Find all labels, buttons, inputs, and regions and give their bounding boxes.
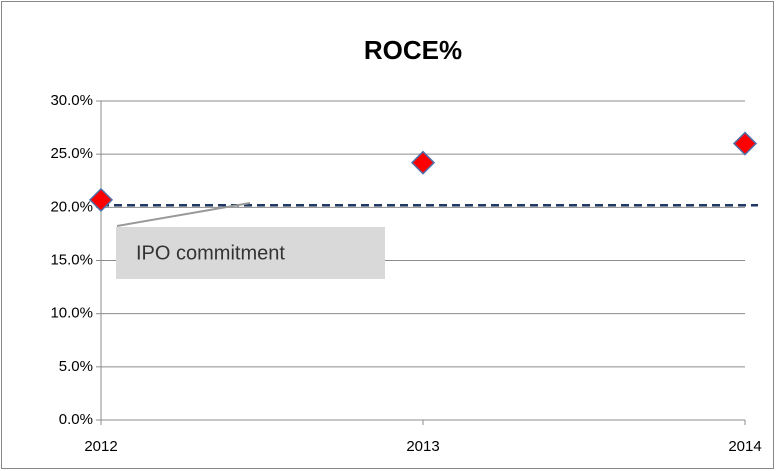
marker <box>732 131 758 156</box>
annotation-box <box>116 227 385 279</box>
x-tick-label: 2012 <box>84 438 117 455</box>
y-tick-label: 5.0% <box>59 358 93 375</box>
annotation-leader <box>116 202 251 227</box>
y-tick-label: 25.0% <box>50 145 93 162</box>
x-tick-label: 2013 <box>406 438 439 455</box>
y-tick-label: 10.0% <box>50 305 93 322</box>
y-tick-label: 20.0% <box>50 198 93 215</box>
marker <box>410 150 436 175</box>
x-tick-label: 2014 <box>728 438 761 455</box>
y-tick-label: 0.0% <box>59 411 93 428</box>
annotation-text: IPO commitment <box>136 242 285 264</box>
y-tick-label: 30.0% <box>50 92 93 109</box>
y-tick-label: 15.0% <box>50 251 93 268</box>
marker <box>88 187 114 212</box>
chart-title: ROCE% <box>364 35 462 65</box>
